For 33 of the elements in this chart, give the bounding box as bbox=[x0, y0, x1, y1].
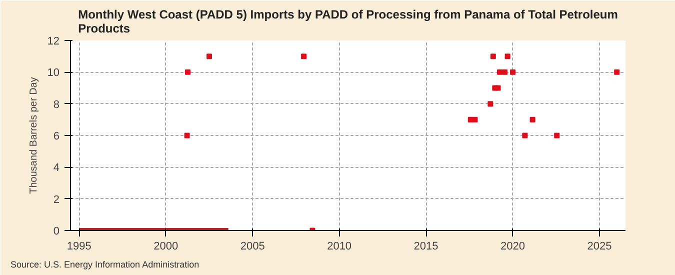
point bbox=[504, 54, 510, 60]
x-tick-label: 2020 bbox=[500, 240, 526, 252]
chart-title: Monthly West Coast (PADD 5) Imports by PADD of Processing from Panama of Total Petroleum Products bbox=[78, 8, 618, 36]
y-tick-label: 0 bbox=[53, 226, 60, 238]
point bbox=[554, 132, 560, 138]
y-tick-label: 6 bbox=[53, 130, 60, 142]
x-tick-label: 2005 bbox=[240, 240, 265, 252]
x-tick-label: 2025 bbox=[587, 240, 612, 252]
x-tick-label: 2015 bbox=[414, 240, 438, 252]
point bbox=[184, 69, 190, 75]
point bbox=[490, 54, 496, 60]
point bbox=[502, 69, 508, 75]
point bbox=[530, 116, 536, 122]
x-tick-label: 2000 bbox=[154, 240, 178, 252]
y-tick-label: 8 bbox=[53, 98, 60, 111]
y-tick-label: 2 bbox=[53, 194, 60, 206]
point bbox=[206, 54, 212, 60]
point bbox=[522, 132, 528, 138]
point bbox=[614, 69, 620, 75]
point bbox=[488, 101, 494, 107]
x-tick-label: 1995 bbox=[66, 240, 92, 252]
point bbox=[495, 85, 501, 91]
y-tick-label: 12 bbox=[47, 36, 60, 48]
y-axis-title: Thousand Barrels per Day bbox=[28, 77, 40, 194]
source-note: Source: U.S. Energy Information Administration bbox=[10, 260, 200, 270]
x-tick-label: 2010 bbox=[327, 240, 352, 252]
y-tick-label: 4 bbox=[53, 162, 60, 174]
point bbox=[184, 132, 190, 138]
point bbox=[301, 54, 307, 60]
y-tick-label: 10 bbox=[47, 67, 60, 80]
point bbox=[472, 116, 478, 122]
point bbox=[497, 69, 503, 75]
point bbox=[510, 69, 516, 75]
